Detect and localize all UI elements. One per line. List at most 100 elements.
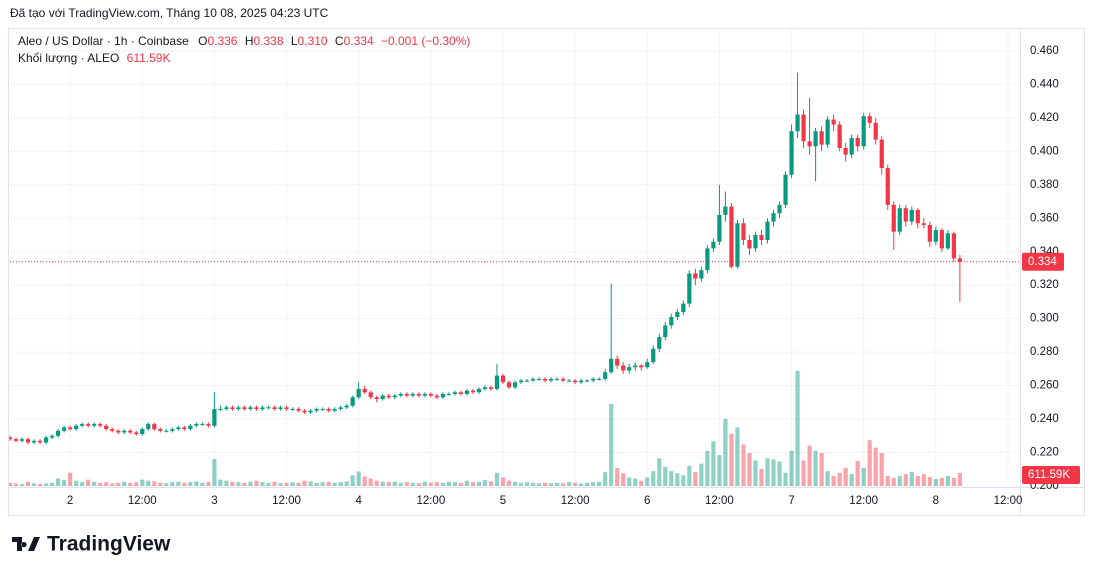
volume-bar xyxy=(452,482,457,486)
volume-bar xyxy=(927,477,932,486)
volume-bar xyxy=(530,482,536,486)
volume-bar xyxy=(176,481,181,486)
candle-body xyxy=(9,437,13,440)
candle-body xyxy=(518,380,524,383)
volume-bar xyxy=(615,467,620,486)
ohlc-value: 0.310 xyxy=(298,34,328,48)
volume-bar xyxy=(813,450,818,486)
candle-body xyxy=(759,234,764,241)
volume-bar xyxy=(567,482,572,486)
volume-bar xyxy=(933,478,938,486)
candle-body xyxy=(320,409,325,411)
candle-body xyxy=(879,139,884,169)
volume-bar xyxy=(645,477,650,486)
x-tick-label: 12:00 xyxy=(705,495,734,507)
volume-bar xyxy=(729,433,734,486)
candle-body xyxy=(885,168,890,205)
candle-body xyxy=(909,209,914,222)
candle-body xyxy=(266,407,271,409)
volume-bar xyxy=(675,473,680,486)
volume-bar xyxy=(272,481,277,486)
volume-bar xyxy=(356,471,361,486)
y-tick-label: 0.460 xyxy=(1030,45,1059,57)
ohlc-value: 0.338 xyxy=(253,34,283,48)
volume-bar xyxy=(362,476,367,486)
candle-body xyxy=(476,388,482,393)
volume-bar xyxy=(831,475,836,486)
x-tick-label: 12:00 xyxy=(416,495,445,507)
volume-bar xyxy=(542,482,548,486)
volume-bar xyxy=(116,482,121,486)
candle-body xyxy=(765,221,770,241)
candle-body xyxy=(224,407,229,410)
ohlc-key: O xyxy=(198,34,207,48)
candle-body xyxy=(176,427,181,430)
volume-bar xyxy=(368,478,373,486)
volume-bar xyxy=(37,483,43,486)
volume-bar xyxy=(699,463,704,486)
volume-bar xyxy=(801,460,806,486)
candle-body xyxy=(753,234,758,249)
candle-body xyxy=(506,382,512,388)
volume-bar xyxy=(663,466,668,486)
candle-body xyxy=(861,116,866,147)
candle-body xyxy=(92,424,97,426)
candle-body xyxy=(645,362,650,368)
grid xyxy=(10,29,1020,487)
volume-bar xyxy=(741,444,746,486)
volume-bar xyxy=(573,482,578,486)
y-tick-label: 0.400 xyxy=(1030,145,1059,157)
candle-body xyxy=(434,395,439,398)
candle-body xyxy=(891,204,896,232)
candle-body xyxy=(458,392,463,394)
candle-body xyxy=(603,372,608,379)
volume-bar xyxy=(428,482,433,486)
candle-body xyxy=(146,424,151,430)
x-tick-label: 12:00 xyxy=(849,495,878,507)
volume-bar xyxy=(320,482,325,486)
candle-body xyxy=(158,429,163,431)
candle-body xyxy=(801,114,806,142)
volume-bar xyxy=(524,482,530,486)
candle-body xyxy=(855,137,860,147)
candle-body xyxy=(681,303,686,312)
volume-bar xyxy=(134,482,139,486)
volume-bar xyxy=(122,481,127,486)
volume-bar xyxy=(585,482,590,486)
candle-body xyxy=(314,409,319,411)
volume-bar xyxy=(110,483,115,486)
candle-body xyxy=(849,137,854,155)
volume-bar xyxy=(104,482,109,486)
candle-body xyxy=(392,395,397,398)
volume-bar xyxy=(506,480,512,486)
volume-bar xyxy=(440,482,445,486)
volume-bar xyxy=(897,475,902,486)
candle-body xyxy=(254,407,259,410)
legend-line: Aleo / US Dollar · 1h · Coinbase O0.336 … xyxy=(18,34,470,48)
volume-legend: Khối lượng · ALEO 611.59K xyxy=(18,51,170,65)
x-tick-label: 12:00 xyxy=(128,495,157,507)
volume-bar xyxy=(633,478,638,486)
volume-bar xyxy=(206,481,211,486)
y-tick-label: 0.300 xyxy=(1030,313,1059,325)
candle-body xyxy=(771,213,776,222)
candle-body xyxy=(236,407,241,410)
candle-body xyxy=(488,387,494,389)
candle-body xyxy=(182,427,187,430)
volume-bar xyxy=(31,483,37,486)
volume-bar xyxy=(909,471,914,486)
candle-body xyxy=(410,393,415,396)
candle-body xyxy=(104,425,109,430)
volume-bar xyxy=(867,440,872,486)
volume-bar xyxy=(777,461,782,486)
volume-bar xyxy=(693,472,698,486)
volume-bar xyxy=(753,460,758,486)
volume-bar xyxy=(843,467,848,486)
candle-body xyxy=(332,409,337,411)
volume-bar xyxy=(609,404,614,486)
x-tick-label: 4 xyxy=(355,495,362,507)
volume-bar xyxy=(789,450,794,486)
candle-body xyxy=(795,114,800,132)
volume-bar xyxy=(230,481,235,486)
volume-bar xyxy=(603,472,608,486)
